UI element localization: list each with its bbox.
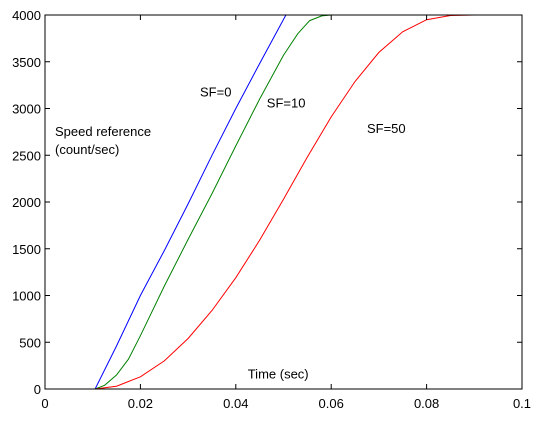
- chart-annotations: Speed reference (count/sec) SF=0 SF=10 SF=…: [55, 84, 406, 381]
- x-tick-label: 0.02: [128, 396, 153, 411]
- y-tick-label: 0: [34, 382, 41, 397]
- y-tick-label: 1000: [12, 289, 41, 304]
- axis-tick-labels: 0 0.02 0.04 0.06 0.08 0.1 0 500 1000 1500 2000 2500…: [12, 8, 531, 411]
- series-lines: [45, 14, 522, 390]
- series-line-3: [45, 14, 522, 390]
- series-line-1: [45, 14, 522, 390]
- axis-ticks: [44, 14, 523, 390]
- y-axis-label-line-2: (count/sec): [55, 142, 119, 157]
- annotation-1: SF=0: [200, 84, 231, 99]
- series-line-2: [45, 14, 522, 390]
- x-tick-label: 0.1: [513, 396, 531, 411]
- x-tick-label: 0.08: [414, 396, 439, 411]
- x-tick-label: 0.06: [319, 396, 344, 411]
- annotation-2: SF=10: [267, 96, 306, 111]
- y-tick-label: 2000: [12, 195, 41, 210]
- y-tick-label: 3500: [12, 55, 41, 70]
- annotation-4: Time (sec): [248, 367, 309, 382]
- y-tick-label: 3000: [12, 102, 41, 117]
- x-tick-label: 0: [41, 396, 48, 411]
- y-tick-label: 2500: [12, 148, 41, 163]
- plot-frame: [44, 14, 523, 390]
- y-tick-label: 4000: [12, 8, 41, 23]
- y-axis-label-line-1: Speed reference: [55, 124, 151, 139]
- annotation-3: SF=50: [367, 121, 406, 136]
- y-tick-label: 1500: [12, 242, 41, 257]
- x-tick-label: 0.04: [223, 396, 248, 411]
- y-tick-label: 500: [19, 335, 41, 350]
